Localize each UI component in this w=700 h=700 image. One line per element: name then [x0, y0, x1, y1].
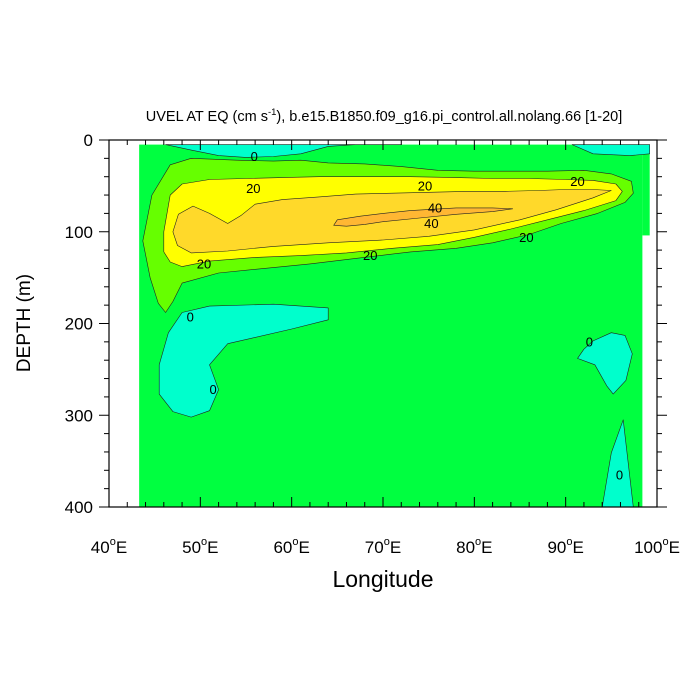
y-tick-label: 200	[65, 315, 93, 334]
contour-label: 40	[424, 216, 438, 231]
contour-label: 0	[251, 149, 258, 164]
contour-label-text: 0	[210, 382, 217, 397]
contour-region-deep-negative-west	[158, 303, 329, 418]
y-tick-label: 100	[65, 223, 93, 242]
contour-label: 0	[210, 382, 217, 397]
contour-label: 20	[197, 256, 211, 271]
contour-label: 0	[616, 467, 623, 482]
y-tick-label: 0	[84, 131, 93, 150]
x-axis-label: Longitude	[332, 566, 433, 592]
chart-title-rest: ), b.e15.B1850.f09_g16.pi_control.all.no…	[276, 109, 622, 125]
contour-label: 20	[363, 248, 377, 263]
contour-label: 0	[187, 310, 194, 325]
x-tick-label: 90oE	[547, 536, 583, 557]
contour-label: 20	[519, 230, 533, 245]
x-tick-label: 70oE	[365, 536, 401, 557]
chart-title-main: UVEL AT EQ (cm s	[146, 109, 268, 125]
x-tick-label: 100oE	[634, 536, 680, 557]
x-tick-label: 60oE	[273, 536, 309, 557]
contour-label-text: 20	[246, 181, 260, 196]
contour-label-text: 0	[251, 149, 258, 164]
contour-label-text: 20	[197, 256, 211, 271]
y-tick-label: 400	[65, 498, 93, 517]
axis-ticks: 40oE 50oE 60oE 70oE 80oE 90oE 100oE01002003004…	[65, 131, 680, 557]
y-tick-label: 300	[65, 406, 93, 425]
x-tick-label: 80oE	[456, 536, 492, 557]
contour-label: 40	[428, 200, 442, 215]
contour-label-text: 0	[187, 310, 194, 325]
x-tick-label: 40oE	[91, 536, 127, 557]
chart-title-superscript: -1	[268, 107, 276, 118]
contour-region-core-40	[333, 207, 514, 227]
contour-region-base-east	[642, 144, 650, 236]
contour-label-text: 20	[570, 174, 584, 189]
contour-region-deep-negative-east-upper	[577, 332, 633, 395]
plot-frame	[108, 139, 658, 508]
contour-label-text: 20	[418, 178, 432, 193]
contour-label: 20	[246, 181, 260, 196]
contour-label-text: 0	[586, 334, 593, 349]
contour-region-core-30	[172, 189, 612, 254]
contour-region-surface-negative-east	[571, 144, 651, 156]
contour-label-text: 20	[363, 248, 377, 263]
contour-label: 20	[570, 174, 584, 189]
contour-label-text: 20	[519, 230, 533, 245]
contour-region-surface-negative-west	[165, 144, 402, 158]
contour-label-text: 40	[424, 216, 438, 231]
x-tick-label: 50oE	[182, 536, 218, 557]
contour-fills	[139, 144, 651, 508]
y-axis-label: DEPTH (m)	[14, 274, 35, 372]
contour-label: 20	[418, 178, 432, 193]
contour-label-text: 0	[616, 467, 623, 482]
contour-label-text: 40	[428, 200, 442, 215]
chart-title: UVEL AT EQ (cm s-1), b.e15.B1850.f09_g16…	[146, 107, 623, 125]
contour-label: 0	[586, 334, 593, 349]
